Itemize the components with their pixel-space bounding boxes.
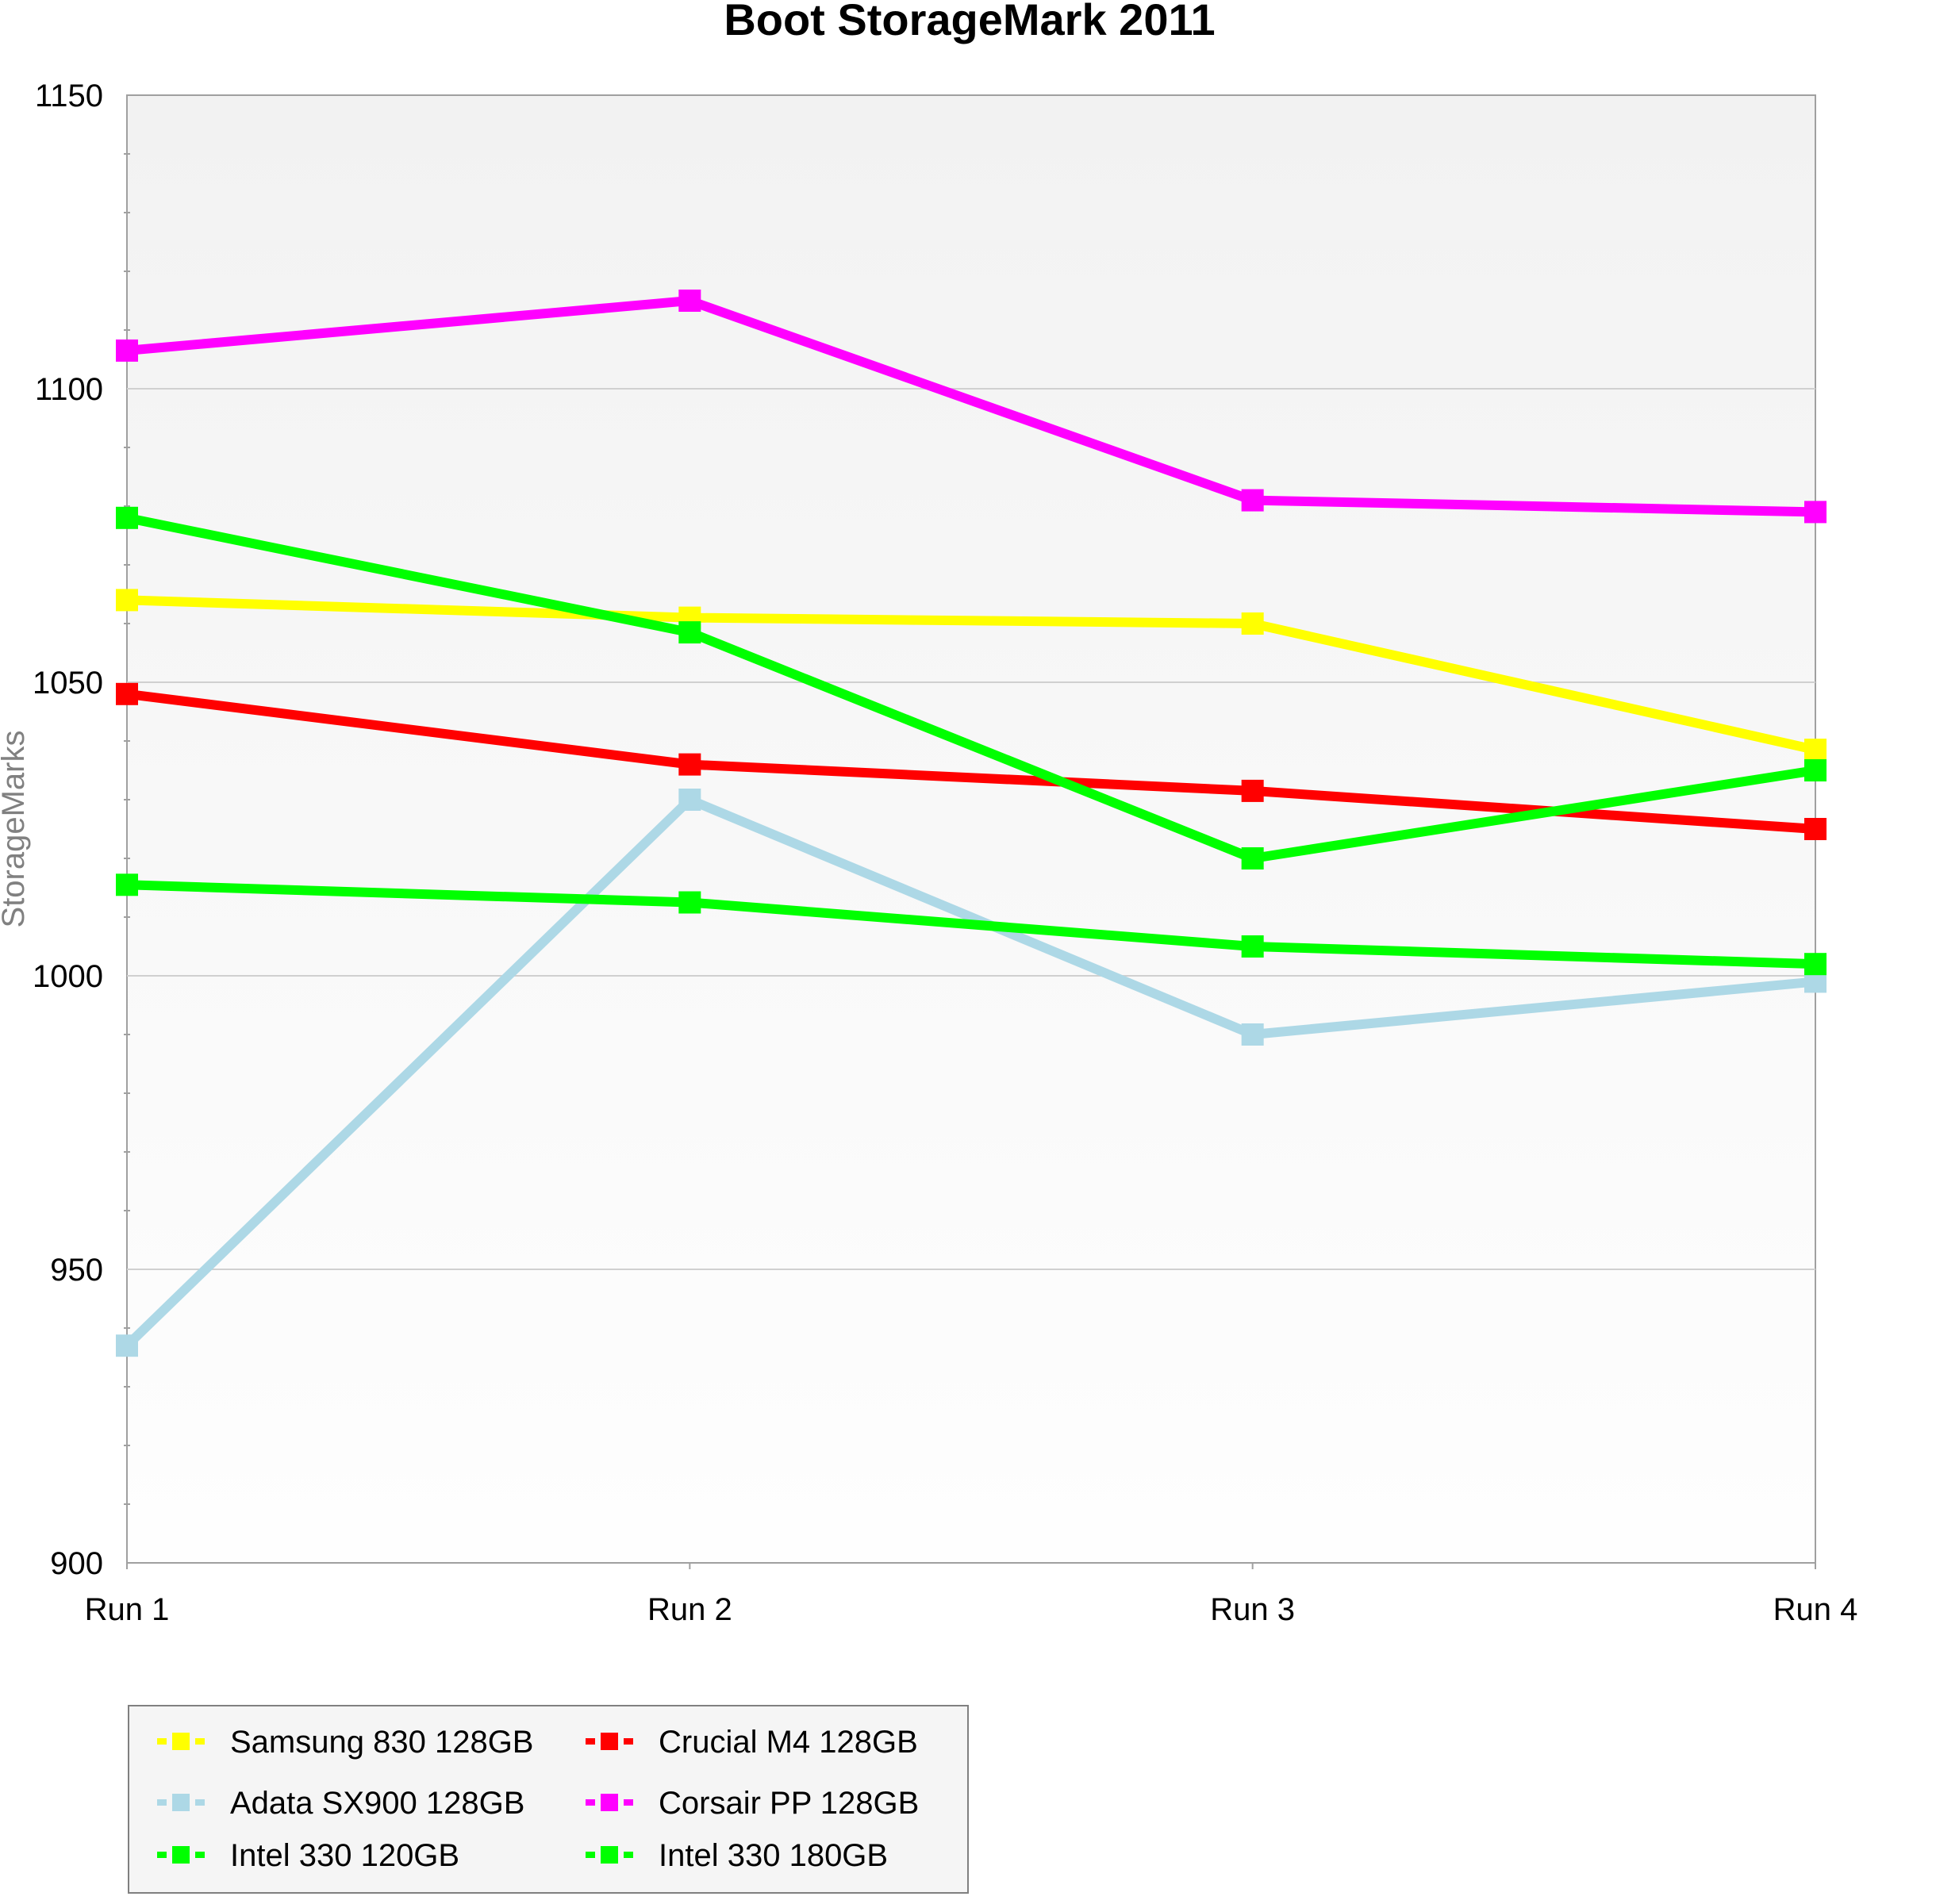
series-line xyxy=(126,595,1817,754)
series-3 xyxy=(116,290,1827,524)
legend-item: Adata SX900 128GB xyxy=(157,1786,524,1821)
data-point xyxy=(116,1334,138,1357)
y-tick-label: 1000 xyxy=(33,959,103,994)
data-point xyxy=(678,621,701,644)
data-point xyxy=(1804,953,1827,976)
data-point xyxy=(678,290,701,312)
x-axis: Run 1 Run 2 Run 3 Run 4 xyxy=(85,1563,1858,1627)
y-tick-label: 950 xyxy=(50,1253,103,1288)
series-line xyxy=(126,880,1816,969)
data-point xyxy=(1241,489,1264,512)
x-tick-label: Run 1 xyxy=(85,1592,170,1627)
legend-label: Corsair PP 128GB xyxy=(659,1786,919,1821)
y-tick-label: 1150 xyxy=(35,79,103,113)
data-point xyxy=(116,682,138,705)
y-tick-label: 1050 xyxy=(33,666,103,701)
data-point xyxy=(116,873,138,896)
legend-item: Crucial M4 128GB xyxy=(586,1725,918,1760)
data-point xyxy=(1804,759,1827,781)
data-point xyxy=(1241,935,1264,958)
legend-label: Intel 330 180GB xyxy=(659,1838,888,1873)
chart-title: Boot StorageMark 2011 xyxy=(724,0,1215,44)
data-point xyxy=(678,891,701,914)
data-point xyxy=(1804,501,1827,524)
data-point xyxy=(1804,739,1827,762)
legend-label: Samsung 830 128GB xyxy=(230,1725,533,1760)
y-tick-label: 900 xyxy=(50,1546,103,1581)
y-tick-label: 1100 xyxy=(35,372,103,407)
x-tick-label: Run 3 xyxy=(1210,1592,1295,1627)
gridlines xyxy=(127,388,1815,1270)
series-4 xyxy=(116,873,1827,976)
legend-item: Intel 330 180GB xyxy=(586,1838,888,1873)
data-point xyxy=(678,789,701,811)
legend-swatch-marker xyxy=(601,1733,618,1750)
data-point xyxy=(1241,847,1264,869)
x-tick-label: Run 2 xyxy=(647,1592,732,1627)
data-point xyxy=(1804,818,1827,840)
legend-item: Intel 330 120GB xyxy=(157,1838,459,1873)
series-5 xyxy=(116,506,1827,869)
legend-item: Corsair PP 128GB xyxy=(586,1786,919,1821)
legend-label: Adata SX900 128GB xyxy=(230,1786,524,1821)
data-point xyxy=(678,753,701,776)
data-point xyxy=(1241,1023,1264,1046)
data-point xyxy=(116,339,138,362)
legend-swatch-marker xyxy=(172,1846,190,1864)
x-tick-label: Run 4 xyxy=(1773,1592,1858,1627)
legend: Samsung 830 128GB Adata SX900 128GB Intel … xyxy=(128,1705,969,1894)
legend-swatch-marker xyxy=(601,1794,618,1811)
data-point xyxy=(1241,779,1264,802)
series-line xyxy=(126,296,1816,517)
series-lines xyxy=(116,290,1827,1357)
data-point xyxy=(1241,612,1264,635)
plot-area xyxy=(126,94,1816,1564)
y-axis: 900 950 1000 1050 1100 1150 xyxy=(33,79,130,1581)
legend-box xyxy=(128,1705,969,1894)
y-axis-label: StorageMarks xyxy=(0,731,31,928)
data-point xyxy=(116,506,138,529)
legend-swatch-marker xyxy=(601,1846,618,1864)
series-line xyxy=(125,512,1816,863)
legend-item: Samsung 830 128GB xyxy=(157,1725,533,1760)
series-line xyxy=(123,795,1816,1349)
series-2 xyxy=(116,789,1827,1357)
legend-label: Crucial M4 128GB xyxy=(659,1725,918,1760)
legend-swatch-marker xyxy=(172,1794,190,1811)
legend-swatch-marker xyxy=(172,1733,190,1750)
legend-label: Intel 330 120GB xyxy=(230,1838,459,1873)
data-point xyxy=(116,589,138,612)
